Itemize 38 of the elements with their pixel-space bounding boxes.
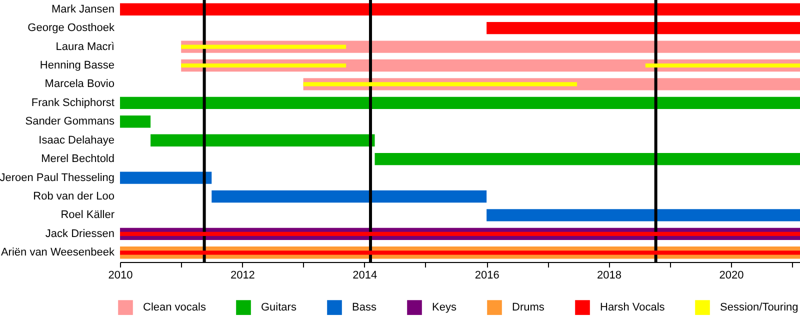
y-tick-label: Rob van der Loo [33,190,114,202]
x-tick-label: 2012 [230,270,255,282]
bar [120,116,151,128]
x-tick-label: 2018 [597,270,622,282]
bar [181,63,346,68]
bar [212,190,487,203]
legend-label: Bass [352,302,377,314]
y-tick-label: Marcela Bovio [44,78,114,90]
y-tick-label: Henning Basse [40,60,114,72]
y-tick-label: Frank Schiphorst [31,96,114,109]
x-tick-label: 2010 [108,270,133,282]
legend-label: Guitars [261,302,297,314]
y-tick-label: Ariën van Weesenbeek [0,246,115,259]
bar [181,44,346,49]
legend-label: Harsh Vocals [600,302,666,314]
y-tick-label: Sander Gommans [25,116,115,128]
bar [150,134,375,146]
x-tick-label: 2020 [719,270,744,282]
y-tick-label: Merel Bechtold [41,153,114,166]
x-tick-label: 2016 [474,270,500,282]
y-tick-label: Roel Käller [60,209,115,222]
bar [120,96,800,110]
bar [645,63,800,68]
legend-label: Clean vocals [143,302,206,314]
bar [120,172,212,184]
y-tick-label: Jack Driessen [45,228,114,240]
legend-label: Session/Touring [720,302,798,314]
bar [374,152,800,166]
bar [303,82,577,86]
legend-label: Keys [432,302,457,314]
y-tick-label: George Oosthoek [28,22,115,34]
x-tick-label: 2014 [352,270,378,282]
y-tick-label: Laura Macrì [56,40,114,53]
y-tick-label: Jeroen Paul Thesseling [0,172,114,184]
legend-label: Drums [512,302,545,314]
y-tick-label: Isaac Delahaye [38,134,114,146]
bar [486,209,800,222]
y-tick-label: Mark Jansen [52,3,114,16]
